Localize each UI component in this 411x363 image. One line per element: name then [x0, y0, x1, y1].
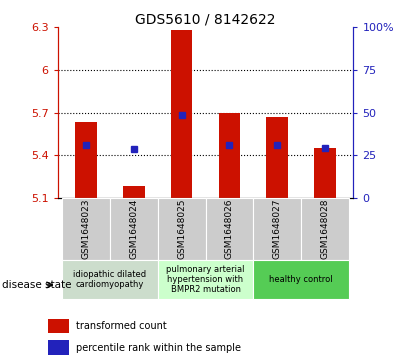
- Text: percentile rank within the sample: percentile rank within the sample: [76, 343, 241, 352]
- Bar: [123, 187, 145, 198]
- Title: GDS5610 / 8142622: GDS5610 / 8142622: [135, 12, 276, 26]
- Text: GSM1648028: GSM1648028: [320, 199, 329, 259]
- Bar: [48, 340, 69, 355]
- Bar: [110, 198, 158, 260]
- Bar: [253, 198, 301, 260]
- Text: pulmonary arterial
hypertension with
BMPR2 mutation: pulmonary arterial hypertension with BMP…: [166, 265, 245, 294]
- Bar: [219, 113, 240, 198]
- Text: GSM1648023: GSM1648023: [82, 199, 91, 259]
- Bar: [314, 148, 335, 198]
- Text: GSM1648026: GSM1648026: [225, 199, 234, 259]
- Bar: [48, 319, 69, 333]
- Bar: [158, 198, 206, 260]
- Text: disease state: disease state: [2, 280, 72, 290]
- Bar: [171, 30, 192, 198]
- Text: GSM1648024: GSM1648024: [129, 199, 139, 259]
- Text: healthy control: healthy control: [269, 275, 333, 284]
- Bar: [301, 198, 349, 260]
- Text: transformed count: transformed count: [76, 321, 167, 331]
- Text: GSM1648025: GSM1648025: [177, 199, 186, 259]
- Bar: [158, 260, 253, 299]
- Bar: [62, 198, 110, 260]
- Text: idiopathic dilated
cardiomyopathy: idiopathic dilated cardiomyopathy: [74, 270, 147, 289]
- Bar: [76, 122, 97, 198]
- Bar: [266, 117, 288, 198]
- Bar: [206, 198, 253, 260]
- Text: GSM1648027: GSM1648027: [272, 199, 282, 259]
- Bar: [62, 260, 158, 299]
- Bar: [253, 260, 349, 299]
